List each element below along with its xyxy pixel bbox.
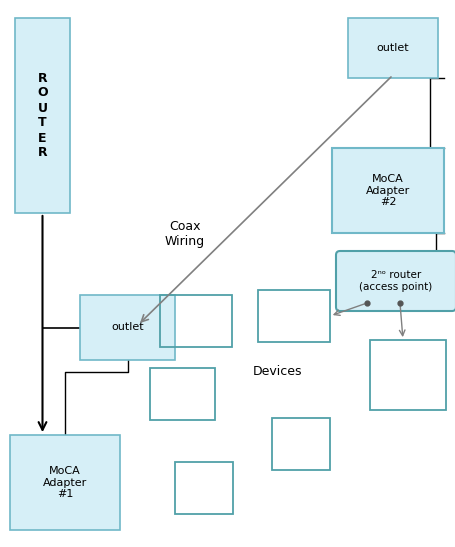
Bar bbox=[160, 295, 232, 347]
Text: Coax
Wiring: Coax Wiring bbox=[165, 220, 205, 248]
Text: 2ⁿᵒ router
(access point): 2ⁿᵒ router (access point) bbox=[359, 270, 432, 292]
Bar bbox=[271, 418, 329, 470]
Text: outlet: outlet bbox=[376, 43, 409, 53]
Bar bbox=[15, 18, 70, 213]
Bar bbox=[10, 435, 120, 530]
Text: MoCA
Adapter
#2: MoCA Adapter #2 bbox=[365, 174, 409, 207]
Bar bbox=[150, 368, 214, 420]
FancyBboxPatch shape bbox=[335, 251, 455, 311]
Bar bbox=[258, 290, 329, 342]
Bar bbox=[369, 340, 445, 410]
Bar bbox=[331, 148, 443, 233]
Bar bbox=[347, 18, 437, 78]
Text: R
O
U
T
E
R: R O U T E R bbox=[37, 72, 48, 160]
Text: Devices: Devices bbox=[253, 365, 302, 378]
Text: MoCA
Adapter
#1: MoCA Adapter #1 bbox=[43, 466, 87, 499]
Text: outlet: outlet bbox=[111, 323, 143, 333]
Bar bbox=[80, 295, 175, 360]
Bar bbox=[175, 462, 233, 514]
